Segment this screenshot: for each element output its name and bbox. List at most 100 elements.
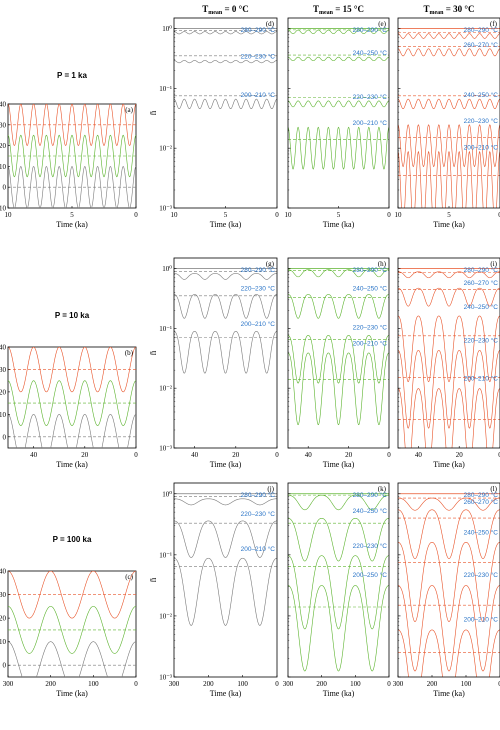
curve-label: 280–290 °C xyxy=(353,26,388,34)
x-tick-label: 100 xyxy=(237,680,248,688)
curve-label: 280–290 °C xyxy=(353,266,388,274)
x-tick-label: 5 xyxy=(337,211,341,219)
x-tick-label: 200 xyxy=(316,680,327,688)
n-series-2 xyxy=(288,334,389,384)
n-frame xyxy=(287,482,390,678)
y-tick-label: 40 xyxy=(0,344,7,352)
n-series-1 xyxy=(174,294,277,319)
panel-letter: (i) xyxy=(490,260,497,268)
panel-letter: (l) xyxy=(490,485,497,493)
curve-label: 280–290 °C xyxy=(241,491,276,499)
n-series-4 xyxy=(398,388,500,448)
x-tick-label: 0 xyxy=(387,211,391,219)
n-series-1 xyxy=(174,520,277,558)
panel-letter: (f) xyxy=(490,20,498,28)
temp-frame xyxy=(7,570,137,678)
n-series-1 xyxy=(174,60,277,64)
n-series-4 xyxy=(398,150,500,208)
y-tick-label: 10⁰ xyxy=(162,490,172,498)
curve-label: 240–250 °C xyxy=(353,285,388,293)
y-tick-label: 10⁻² xyxy=(159,612,172,620)
n-frame xyxy=(287,17,390,209)
panel-letter: (g) xyxy=(266,260,275,268)
x-tick-label: 5 xyxy=(224,211,228,219)
curve-label: 240–250 °C xyxy=(353,507,388,515)
y-tick-label: 20 xyxy=(0,615,7,623)
n-series-0 xyxy=(398,33,500,39)
y-axis-label: n̄ xyxy=(148,577,158,582)
n-series-1 xyxy=(398,509,500,559)
x-tick-label: 40 xyxy=(415,451,423,459)
y-tick-label: 40 xyxy=(0,101,7,109)
n-series-2 xyxy=(398,541,500,623)
x-axis-label: Time (ka) xyxy=(323,220,355,229)
x-axis-label: Time (ka) xyxy=(433,460,465,469)
column-title-0: Tmean = 0 °C xyxy=(202,4,249,16)
n-panel-f: 280–290 °C 260–270 °C 240–250 °C 220–230 °C… xyxy=(395,17,500,229)
y-tick-label: 0 xyxy=(3,433,7,441)
y-tick-label: 10⁻³ xyxy=(159,674,172,682)
n-frame xyxy=(173,257,278,449)
x-tick-label: 10 xyxy=(395,211,403,219)
temp-series-0 xyxy=(8,165,136,208)
y-tick-label: 30 xyxy=(0,591,7,599)
n-series-2 xyxy=(398,315,500,383)
curve-label: 200–210 °C xyxy=(353,340,388,348)
x-tick-label: 200 xyxy=(45,680,56,688)
n-series-3 xyxy=(398,350,500,429)
n-series-2 xyxy=(174,557,277,626)
curve-label: 260–270 °C xyxy=(464,41,499,49)
n-panel-d: 280–290 °C 220–230 °C 200–210 °C 10⁰ 10⁻¹ 10⁻… xyxy=(148,17,279,229)
y-tick-label: 10 xyxy=(0,638,7,646)
y-tick-label: 10 xyxy=(0,163,7,171)
n-series-1 xyxy=(288,56,389,62)
x-tick-label: 100 xyxy=(461,680,472,688)
temp-series-1 xyxy=(8,380,136,426)
x-tick-label: 10 xyxy=(5,211,13,219)
y-tick-label: 0 xyxy=(3,662,7,670)
curve-label: 260–270 °C xyxy=(464,498,499,506)
temp-series-2 xyxy=(8,104,136,147)
n-series-0 xyxy=(288,269,389,278)
n-series-0 xyxy=(288,29,389,34)
panel-letter: (k) xyxy=(378,485,387,493)
curve-label: 280–290 °C xyxy=(464,26,499,34)
x-axis-label: Time (ka) xyxy=(210,689,242,698)
n-panel-e: 280–290 °C 240–250 °C 220–230 °C 200–210 °C… xyxy=(285,17,391,229)
curve-label: 220–230 °C xyxy=(241,285,276,293)
x-tick-label: 40 xyxy=(30,451,38,459)
x-tick-label: 200 xyxy=(203,680,214,688)
curve-label: 220–230 °C xyxy=(353,542,388,550)
curve-label: 200–210 °C xyxy=(464,374,499,382)
temp-series-2 xyxy=(8,571,136,619)
y-tick-label: -10 xyxy=(0,205,6,213)
n-series-2 xyxy=(288,555,389,630)
n-series-0 xyxy=(174,31,277,35)
n-frame xyxy=(287,257,390,449)
curve-label: 240–250 °C xyxy=(353,49,388,57)
temp-series-1 xyxy=(8,606,136,654)
x-tick-label: 100 xyxy=(88,680,99,688)
x-tick-label: 0 xyxy=(275,211,279,219)
x-axis-label: Time (ka) xyxy=(210,220,242,229)
n-series-3 xyxy=(398,124,500,168)
n-series-1 xyxy=(398,287,500,307)
n-series-0 xyxy=(174,498,277,506)
x-tick-label: 40 xyxy=(305,451,313,459)
curve-label: 280–290 °C xyxy=(241,266,276,274)
column-title-1: Tmean = 15 °C xyxy=(313,4,364,16)
panel-letter: (d) xyxy=(266,20,275,28)
x-tick-label: 0 xyxy=(275,680,279,688)
panel-letter: (h) xyxy=(378,260,387,268)
n-series-1 xyxy=(288,517,389,562)
curve-label: 200–210 °C xyxy=(241,545,276,553)
y-tick-label: 40 xyxy=(0,568,7,576)
x-tick-label: 10 xyxy=(171,211,179,219)
y-tick-label: 30 xyxy=(0,121,7,129)
n-series-3 xyxy=(398,585,500,672)
y-tick-label: 10⁻³ xyxy=(159,205,172,213)
curve-label: 280–290 °C xyxy=(464,491,499,499)
panel-letter: (j) xyxy=(267,485,274,493)
